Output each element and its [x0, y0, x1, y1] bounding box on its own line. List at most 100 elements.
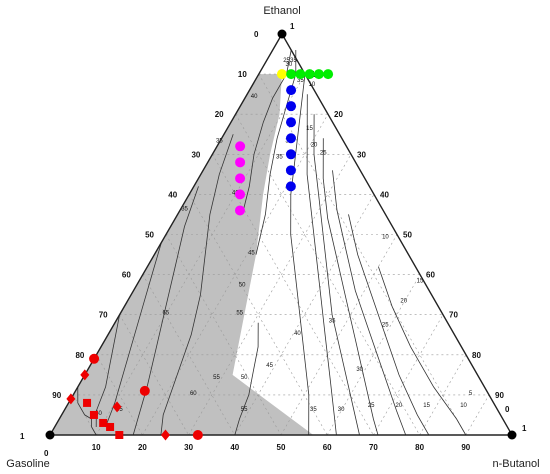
- contour-label: 50: [239, 283, 246, 289]
- contour-label: 35: [297, 78, 304, 84]
- contour-line: [290, 74, 310, 436]
- tick-label-left: 90: [52, 391, 61, 400]
- data-point-circle: [276, 69, 287, 80]
- contour-label: 15: [423, 403, 430, 409]
- tick-label-right: 70: [449, 311, 458, 320]
- data-point-circle: [234, 205, 245, 216]
- data-point-circle: [286, 101, 297, 112]
- grid-line-gasoline: [165, 234, 282, 436]
- grid-line-gasoline: [235, 114, 420, 436]
- grid-line-butanol: [188, 154, 352, 436]
- vertex-label-right: n-Butanol: [492, 458, 539, 470]
- tick-label-left: 40: [168, 190, 177, 199]
- vertex-value-top: 1: [290, 22, 295, 31]
- triangle-frame: [48, 32, 514, 436]
- tick-label-left: 30: [191, 150, 200, 159]
- contour-label: 60: [190, 391, 197, 397]
- contour-line: [322, 138, 379, 436]
- tick-label-right: 30: [357, 150, 366, 159]
- contour-line: [306, 94, 337, 436]
- tick-label-left: 50: [145, 231, 154, 240]
- data-point-diamond: [112, 401, 122, 413]
- data-point-circle: [285, 181, 296, 192]
- contour-label: 65: [162, 311, 169, 317]
- contour-line: [378, 266, 467, 436]
- data-point-circle: [139, 385, 150, 396]
- contour-label: 10: [309, 82, 316, 88]
- contour-line: [77, 386, 97, 436]
- axis-ticks: 10 10 10 20 20 20 30 30 30 40 40 40 50 50 50 60 60 60 70 70…: [52, 70, 504, 452]
- grid-line-gasoline: [142, 274, 236, 436]
- vertex-marker-right: [507, 430, 517, 440]
- data-point-circle: [235, 189, 246, 200]
- tick-label-left: 80: [75, 351, 84, 360]
- vertex-label-top: Ethanol: [263, 5, 300, 17]
- grid-line-gasoline: [212, 154, 374, 436]
- contour-label: 45: [248, 251, 255, 257]
- contour-label: 35: [276, 154, 283, 160]
- data-point-square: [83, 398, 92, 407]
- contour-label: 35: [329, 319, 336, 325]
- contour-label: 15: [417, 279, 424, 285]
- contour-line: [160, 134, 234, 436]
- contour-label: 20: [396, 403, 403, 409]
- contour-labels: 2530353510152025303540353540455055403545…: [95, 58, 473, 417]
- vertex-value-left: 1: [20, 432, 25, 441]
- tick-label-bottom: 10: [92, 443, 101, 452]
- triangle-outline: [48, 32, 514, 436]
- data-point-circle: [235, 157, 246, 168]
- contour-label: 40: [251, 94, 258, 100]
- data-point-diamond: [66, 393, 76, 405]
- contour-label: 60: [95, 411, 102, 417]
- data-point-circle: [192, 430, 203, 440]
- contour-label: 45: [266, 363, 273, 369]
- contour-label: 35: [290, 58, 297, 64]
- tick-label-bottom: 30: [184, 443, 193, 452]
- contour-label: 5: [469, 391, 473, 397]
- grid-line-butanol: [373, 314, 444, 436]
- tick-label-right: 60: [426, 271, 435, 280]
- grid-line-butanol: [280, 234, 398, 436]
- contour-label: 30: [338, 407, 345, 413]
- contour-label: 35: [310, 407, 317, 413]
- tick-label-bottom: 80: [415, 443, 424, 452]
- data-point-circle: [295, 69, 306, 80]
- tick-label-left: 60: [122, 271, 131, 280]
- tick-label-bottom: 60: [323, 443, 332, 452]
- tick-label-left: 10: [238, 70, 247, 79]
- grid-line-butanol: [419, 354, 467, 436]
- grid-line-butanol: [142, 114, 329, 436]
- data-point-circle: [286, 85, 297, 96]
- contour-line: [234, 322, 259, 436]
- contour-line: [132, 186, 199, 436]
- data-point-circle: [313, 69, 324, 80]
- tick-label-right: 40: [380, 190, 389, 199]
- contour-line: [332, 170, 407, 436]
- tick-label-right: 50: [403, 231, 412, 240]
- data-point-circle: [286, 117, 297, 128]
- tick-label-bottom: 90: [461, 443, 470, 452]
- data-point-circle: [235, 173, 246, 184]
- tick-label-right: 90: [495, 391, 504, 400]
- contour-label: 25: [382, 323, 389, 329]
- vertex-label-left: Gasoline: [6, 458, 49, 470]
- data-point-circle: [285, 133, 296, 144]
- grid-line-butanol: [465, 394, 490, 436]
- contour-label: 10: [460, 403, 467, 409]
- data-point-square: [99, 418, 108, 427]
- contour-label: 30: [286, 62, 293, 68]
- data-point-square: [115, 431, 124, 439]
- data-point-square: [89, 410, 98, 419]
- tick-label-bottom: 20: [138, 443, 147, 452]
- contour-label: 20: [311, 142, 318, 148]
- corner-zero-top: 0: [254, 30, 259, 39]
- contour-label: 50: [241, 375, 248, 381]
- contour-line: [313, 114, 360, 436]
- contour-lines: [77, 49, 467, 436]
- data-point-circle: [323, 69, 334, 80]
- vertex-marker-top: [277, 29, 287, 39]
- contour-label: 55: [116, 407, 123, 413]
- contour-label: 35: [181, 206, 188, 212]
- data-point-circle: [285, 149, 296, 160]
